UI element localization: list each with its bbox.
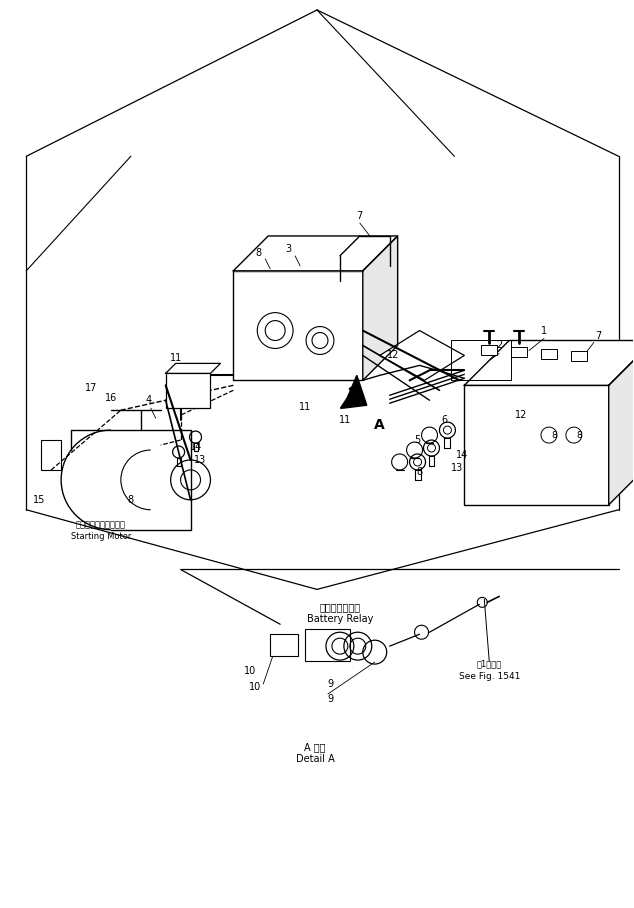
- Text: 7: 7: [357, 211, 363, 221]
- Text: 11: 11: [169, 353, 182, 363]
- Polygon shape: [233, 236, 398, 271]
- Text: 10: 10: [244, 666, 256, 676]
- Bar: [270, 634, 298, 656]
- Text: 1: 1: [541, 326, 547, 336]
- Text: Battery Relay: Battery Relay: [307, 615, 373, 625]
- Text: 9: 9: [327, 679, 333, 689]
- Polygon shape: [165, 363, 221, 373]
- Text: 15: 15: [33, 495, 46, 505]
- Text: 12: 12: [387, 350, 399, 360]
- Text: 11: 11: [299, 402, 311, 412]
- Polygon shape: [380, 331, 464, 380]
- Text: 8: 8: [576, 430, 582, 439]
- Text: See Fig. 1541: See Fig. 1541: [458, 672, 520, 680]
- Text: 10: 10: [249, 682, 261, 692]
- Text: 14: 14: [190, 442, 203, 452]
- Text: バッテリリレー: バッテリリレー: [320, 602, 361, 612]
- Bar: [233, 271, 363, 380]
- Bar: [511, 348, 527, 358]
- Polygon shape: [609, 340, 634, 505]
- Bar: [41, 440, 61, 470]
- Text: 6: 6: [441, 415, 448, 425]
- Text: 16: 16: [105, 393, 117, 403]
- Bar: [305, 629, 350, 661]
- Polygon shape: [343, 375, 367, 409]
- Bar: [481, 345, 497, 355]
- Text: 3: 3: [285, 244, 291, 254]
- Text: 13: 13: [451, 463, 463, 473]
- Text: 4: 4: [146, 395, 152, 405]
- Polygon shape: [363, 236, 398, 380]
- Text: 5: 5: [415, 435, 421, 445]
- Text: A 詳細: A 詳細: [304, 742, 326, 752]
- Text: A: A: [374, 418, 385, 432]
- Text: 9: 9: [327, 694, 333, 704]
- Bar: [451, 340, 511, 380]
- Text: 17: 17: [85, 383, 97, 393]
- Bar: [165, 373, 210, 409]
- Bar: [541, 350, 557, 360]
- Text: 12: 12: [515, 410, 527, 420]
- Text: 8: 8: [256, 248, 261, 258]
- Text: 7: 7: [595, 331, 602, 340]
- Text: 8: 8: [128, 495, 134, 505]
- Text: 8: 8: [551, 430, 557, 439]
- Text: 8: 8: [417, 467, 423, 477]
- Text: Detail A: Detail A: [295, 754, 334, 764]
- Text: 2: 2: [496, 340, 502, 350]
- Text: 11: 11: [339, 415, 351, 425]
- Text: 14: 14: [456, 450, 469, 460]
- Text: ㅔ1図参照: ㅔ1図参照: [477, 659, 502, 668]
- Text: 13: 13: [195, 455, 207, 465]
- Text: Starting Motor: Starting Motor: [71, 532, 131, 541]
- Bar: [571, 351, 587, 361]
- Text: スターティングモータ: スターティングモータ: [76, 520, 126, 529]
- Bar: [464, 385, 609, 505]
- Polygon shape: [464, 340, 634, 385]
